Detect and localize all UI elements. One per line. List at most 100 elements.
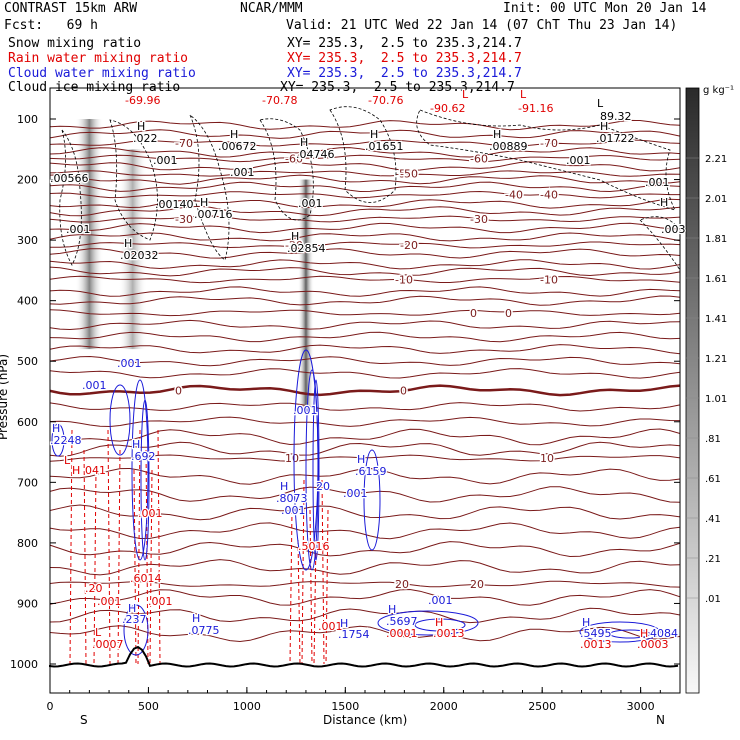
temperature-contour bbox=[49, 286, 681, 297]
contour-annotation: -91.16 bbox=[518, 102, 553, 115]
temperature-contour bbox=[49, 344, 681, 355]
colorbar-tick-label: 2.01 bbox=[705, 194, 727, 205]
contour-annotation: 041 bbox=[85, 464, 106, 477]
contour-annotation: .001 bbox=[153, 154, 178, 167]
temperature-contour bbox=[49, 580, 681, 588]
temperature-contour bbox=[49, 331, 681, 343]
temperature-contour-label: -10 bbox=[540, 273, 558, 286]
temperature-contour bbox=[49, 467, 681, 485]
contour-annotation: L bbox=[95, 626, 102, 639]
cloud-water-contour bbox=[414, 618, 466, 632]
cloud-water-contour bbox=[123, 604, 149, 656]
temperature-contour bbox=[49, 309, 681, 317]
contour-annotation: H bbox=[128, 602, 136, 615]
colorbar-tick-label: .81 bbox=[705, 434, 721, 445]
contour-annotation: .00672 bbox=[218, 140, 257, 153]
rain-water-contour bbox=[297, 539, 301, 665]
rain-water-contour bbox=[309, 509, 313, 665]
colorbar-tick-label: .41 bbox=[705, 514, 721, 525]
legend-cloudwater-xy: XY= 235.3, 2.5 to 235.3,214.7 bbox=[287, 66, 522, 81]
contour-annotation: .0003 bbox=[637, 638, 669, 651]
contour-annotation: H bbox=[640, 627, 648, 640]
rain-water-contour bbox=[321, 479, 325, 665]
colorbar-tick-label: .21 bbox=[705, 554, 721, 565]
temperature-contour-label: -70 bbox=[175, 137, 193, 150]
contour-annotation: -70.78 bbox=[262, 94, 297, 107]
colorbar-tick-label: .01 bbox=[705, 594, 721, 605]
temperature-contour bbox=[49, 232, 681, 242]
temperature-contour bbox=[49, 147, 681, 158]
contour-annotation: H bbox=[370, 128, 378, 141]
contour-annotation: H bbox=[52, 422, 60, 435]
colorbar-tick-label: 1.81 bbox=[705, 234, 727, 245]
x-axis-title: Distance (km) bbox=[323, 713, 408, 727]
y-tick-label: 800 bbox=[17, 537, 38, 550]
cloud-ice-contour bbox=[639, 216, 681, 272]
contour-annotation: .0001 bbox=[386, 627, 418, 640]
contour-annotation: .6159 bbox=[355, 465, 387, 478]
contour-annotation: H bbox=[493, 128, 501, 141]
legend-rain-xy: XY= 235.3, 2.5 to 235.3,214.7 bbox=[287, 51, 522, 66]
temperature-contour-label: 20 bbox=[395, 578, 409, 591]
temperature-contour bbox=[49, 266, 681, 277]
colorbar bbox=[685, 87, 700, 694]
contour-annotation: 4084 bbox=[650, 627, 678, 640]
temperature-contour bbox=[49, 259, 681, 270]
contour-annotation: .1754 bbox=[338, 628, 370, 641]
contour-annotation: H bbox=[72, 464, 80, 477]
legend-snow-xy: XY= 235.3, 2.5 to 235.3,214.7 bbox=[287, 36, 522, 51]
rain-water-contour bbox=[133, 469, 137, 665]
temperature-contour-label: -20 bbox=[400, 239, 418, 252]
temperature-contour bbox=[49, 319, 681, 331]
contour-annotation: L bbox=[462, 88, 469, 101]
temperature-contour bbox=[49, 154, 681, 163]
y-tick-label: 1000 bbox=[10, 658, 38, 671]
x-tick-label: 1500 bbox=[331, 700, 359, 713]
cloud-ice-contour bbox=[59, 129, 82, 266]
contour-annotation: .01722 bbox=[596, 132, 635, 145]
rain-water-contour bbox=[137, 429, 141, 665]
contour-annotation: H bbox=[340, 617, 348, 630]
contour-annotation: L bbox=[597, 97, 604, 110]
cloud-water-contour bbox=[609, 629, 651, 639]
contour-annotation: 20 bbox=[316, 480, 330, 493]
temperature-contour bbox=[49, 190, 680, 199]
forecast-hour: Fcst: 69 h bbox=[4, 18, 98, 33]
contour-annotation: .001 bbox=[82, 379, 107, 392]
rain-water-contour bbox=[157, 429, 161, 665]
temperature-contour bbox=[49, 559, 681, 576]
center-title: NCAR/MMM bbox=[240, 1, 303, 16]
cloud-water-contour bbox=[51, 423, 65, 457]
temperature-contour bbox=[49, 139, 681, 147]
contour-annotation: .001 bbox=[318, 620, 343, 633]
temperature-contour bbox=[49, 161, 681, 172]
temperature-contour-label: -30 bbox=[470, 213, 488, 226]
cloud-ice-contour bbox=[329, 106, 397, 203]
legend-cloudwater-label: Cloud water mixing ratio bbox=[8, 66, 196, 81]
contour-annotation: .02854 bbox=[287, 242, 326, 255]
contour-annotation: .8073 bbox=[276, 492, 308, 505]
contour-annotation: .0013 bbox=[433, 627, 465, 640]
colorbar-tick-label: 1.01 bbox=[705, 394, 727, 405]
contour-annotation: H bbox=[124, 237, 132, 250]
contour-annotation: .6014 bbox=[130, 572, 162, 585]
temperature-contour-label: 0 bbox=[400, 384, 407, 397]
contour-annotation: .00566 bbox=[50, 172, 89, 185]
temperature-contour-label: -30 bbox=[175, 213, 193, 226]
y-tick-label: 100 bbox=[17, 113, 38, 126]
temperature-contour bbox=[49, 295, 681, 306]
contour-annotation: 89.32 bbox=[600, 110, 632, 123]
temperature-contour-label: -60 bbox=[470, 152, 488, 165]
contour-annotation: H bbox=[660, 196, 668, 209]
rain-water-contour bbox=[107, 429, 111, 665]
rain-water-contour bbox=[117, 449, 121, 665]
cloud-ice-contour bbox=[259, 118, 314, 221]
contour-annotation: .001 bbox=[138, 507, 163, 520]
cloud-water-contour bbox=[312, 379, 320, 561]
model-title: CONTRAST 15km ARW bbox=[4, 1, 138, 16]
y-tick-label: 900 bbox=[17, 597, 38, 610]
temperature-contour bbox=[49, 355, 681, 367]
temperature-contour bbox=[49, 402, 681, 412]
colorbar-tick-label: 1.61 bbox=[705, 274, 727, 285]
contour-annotation: .692 bbox=[131, 450, 156, 463]
